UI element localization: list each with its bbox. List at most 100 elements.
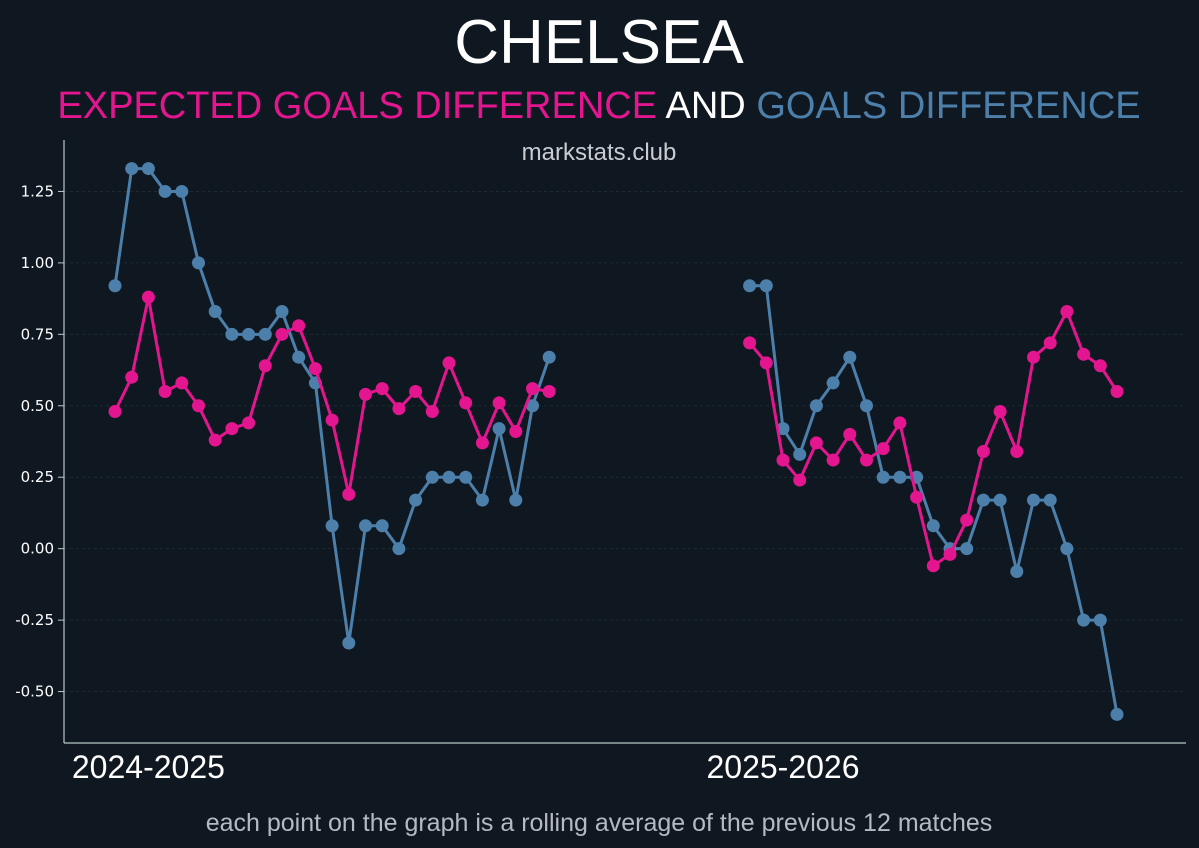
chart-subtitle: EXPECTED GOALS DIFFERENCE AND GOALS DIFF… (57, 85, 1140, 127)
data-point-gd (809, 399, 823, 413)
data-point-gd (192, 256, 205, 270)
y-tick-label: 0.00 (21, 540, 54, 558)
data-point-xgd (876, 442, 890, 456)
season-label: 2025-2026 (706, 749, 859, 785)
data-point-gd (325, 519, 339, 533)
data-point-xgd (526, 382, 539, 396)
data-point-gd (876, 470, 890, 484)
data-point-gd (108, 279, 122, 293)
data-point-xgd (225, 422, 239, 436)
data-point-xgd (843, 427, 857, 441)
data-point-xgd (993, 404, 1007, 418)
data-point-xgd (826, 453, 840, 467)
data-point-xgd (242, 416, 256, 430)
data-point-gd (158, 184, 172, 198)
data-point-xgd (943, 547, 957, 561)
series-line-xgd (113, 295, 550, 496)
data-point-gd (1077, 613, 1091, 627)
data-point-gd (258, 327, 272, 341)
data-point-gd (826, 376, 840, 390)
data-point-xgd (342, 487, 356, 501)
data-point-xgd (509, 424, 523, 438)
data-point-xgd (175, 376, 189, 390)
data-point-gd (926, 519, 940, 533)
footnote: each point on the graph is a rolling ave… (206, 809, 993, 837)
data-point-gd (292, 350, 306, 364)
data-point-xgd (776, 453, 790, 467)
data-point-gd (492, 422, 506, 436)
y-tick-label: -0.25 (15, 611, 54, 629)
data-point-gd (242, 327, 256, 341)
y-tick-label: 0.75 (21, 325, 54, 343)
data-point-xgd (459, 396, 473, 410)
series-line-gd (749, 284, 1119, 715)
data-point-gd (275, 304, 289, 318)
data-point-gd (1110, 707, 1124, 721)
grid-lines (64, 190, 1186, 693)
data-point-gd (1093, 613, 1107, 627)
data-point-xgd (960, 513, 974, 527)
data-point-gd (893, 470, 907, 484)
data-point-xgd (1110, 384, 1124, 398)
data-point-gd (392, 542, 406, 556)
data-point-xgd (910, 490, 924, 504)
data-point-xgd (425, 404, 439, 418)
data-point-gd (976, 493, 990, 507)
data-point-xgd (308, 362, 322, 376)
data-point-xgd (275, 327, 289, 341)
data-point-gd (1043, 493, 1057, 507)
data-point-gd (1027, 493, 1040, 507)
y-tick-label: 0.50 (21, 397, 54, 415)
subtitle-part: AND (657, 85, 746, 127)
data-point-gd (425, 470, 439, 484)
data-point-gd (776, 422, 790, 436)
data-point-gd (993, 493, 1007, 507)
series-layer (108, 162, 1124, 721)
y-tick-label: 1.00 (21, 254, 54, 272)
data-point-xgd (793, 473, 807, 487)
data-point-xgd (108, 404, 122, 418)
data-point-xgd (125, 370, 139, 384)
subtitle-part: GOALS DIFFERENCE (746, 85, 1141, 127)
data-point-xgd (208, 433, 222, 447)
data-point-xgd (1060, 304, 1074, 318)
data-point-gd (141, 162, 155, 176)
data-point-gd (175, 184, 189, 198)
axes (63, 140, 1186, 744)
data-point-gd (375, 519, 389, 533)
data-point-gd (759, 279, 773, 293)
y-tick-label: 0.25 (21, 468, 54, 486)
data-point-gd (225, 327, 239, 341)
data-point-gd (509, 493, 523, 507)
data-point-xgd (743, 336, 757, 350)
season-label: 2024-2025 (72, 749, 225, 785)
data-point-gd (442, 470, 456, 484)
data-point-xgd (392, 402, 406, 416)
data-point-gd (526, 399, 539, 413)
data-point-xgd (258, 359, 272, 373)
data-point-xgd (375, 382, 389, 396)
data-point-xgd (442, 356, 456, 370)
data-point-gd (125, 162, 139, 176)
data-point-gd (843, 350, 857, 364)
chart-title: CHELSEA (454, 8, 744, 77)
data-point-xgd (158, 384, 172, 398)
data-point-xgd (1027, 350, 1040, 364)
data-point-xgd (1010, 445, 1024, 459)
data-point-xgd (1093, 359, 1107, 373)
data-point-gd (359, 519, 372, 533)
data-point-gd (860, 399, 873, 413)
data-point-gd (475, 493, 489, 507)
data-point-xgd (192, 399, 205, 413)
data-point-xgd (359, 387, 372, 401)
data-point-gd (793, 447, 807, 461)
data-point-xgd (542, 384, 556, 398)
watermark: markstats.club (522, 139, 677, 166)
data-point-gd (342, 636, 356, 650)
data-point-xgd (409, 384, 423, 398)
data-point-xgd (893, 416, 907, 430)
data-point-xgd (926, 559, 940, 573)
data-point-xgd (1043, 336, 1057, 350)
data-point-xgd (809, 436, 823, 450)
